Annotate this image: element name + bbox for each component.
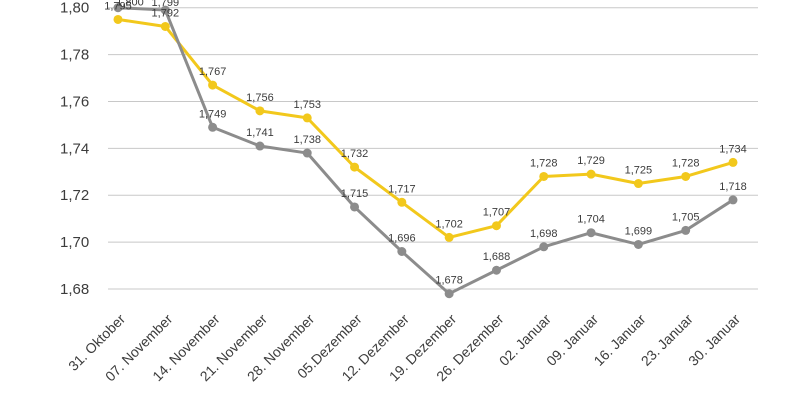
- series-lines: [113, 3, 738, 299]
- point-yellow: [681, 171, 691, 181]
- point-gray: [586, 228, 596, 238]
- y-tick-label: 1,68: [60, 281, 89, 298]
- point-gray: [160, 5, 170, 15]
- point-gray: [491, 265, 501, 275]
- data-label-yellow: 1,707: [483, 207, 511, 219]
- point-yellow: [208, 80, 218, 90]
- data-label-gray: 1,800: [116, 0, 144, 9]
- data-label-yellow: 1,795: [104, 0, 132, 12]
- data-label-gray: 1,741: [246, 127, 274, 139]
- data-label-yellow: 1,728: [530, 157, 558, 169]
- data-label-gray: 1,738: [293, 134, 321, 146]
- data-label-yellow: 1,753: [293, 99, 321, 111]
- point-yellow: [160, 21, 170, 31]
- point-gray: [350, 202, 360, 212]
- y-tick-label: 1,76: [60, 93, 89, 110]
- data-label-yellow: 1,717: [388, 183, 416, 195]
- data-label-yellow: 1,756: [246, 92, 274, 104]
- point-gray: [255, 141, 265, 151]
- x-tick-label: 30. Januar: [685, 311, 743, 369]
- data-label-yellow: 1,767: [199, 66, 227, 78]
- gridlines: [108, 7, 758, 290]
- series-line-gray: [117, 6, 734, 296]
- point-gray: [633, 239, 643, 249]
- point-gray: [444, 289, 454, 299]
- data-label-gray: 1,749: [199, 108, 227, 120]
- data-label-yellow: 1,729: [577, 155, 605, 167]
- point-yellow: [397, 197, 407, 207]
- data-label-gray: 1,705: [672, 211, 700, 223]
- point-gray: [302, 148, 312, 158]
- y-tick-label: 1,72: [60, 187, 89, 204]
- data-label-gray: 1,718: [719, 181, 747, 193]
- point-gray: [681, 225, 691, 235]
- point-yellow: [302, 113, 312, 123]
- point-yellow: [350, 162, 360, 172]
- point-gray: [539, 242, 549, 252]
- y-tick-label: 1,70: [60, 234, 89, 251]
- y-tick-label: 1,74: [60, 140, 89, 157]
- point-gray: [208, 122, 218, 132]
- point-gray: [397, 246, 407, 256]
- data-label-gray: 1,715: [341, 188, 369, 200]
- data-label-gray: 1,704: [577, 214, 605, 226]
- point-yellow: [491, 221, 501, 231]
- data-label-yellow: 1,792: [152, 7, 180, 19]
- point-yellow: [255, 106, 265, 116]
- data-label-yellow: 1,702: [435, 218, 463, 230]
- data-label-gray: 1,799: [152, 0, 180, 9]
- data-label-gray: 1,688: [483, 251, 511, 263]
- point-yellow: [113, 14, 123, 24]
- y-axis-ticks: 1,68 1,70 1,72 1,74 1,76 1,78 1,80: [60, 0, 89, 298]
- point-yellow: [633, 179, 643, 189]
- data-label-yellow: 1,734: [719, 143, 747, 155]
- data-label-gray: 1,699: [625, 225, 653, 237]
- data-labels: 1,795 1,792 1,767 1,756 1,753 1,732 1,717 1,702…: [104, 0, 747, 287]
- point-gray: [113, 3, 123, 13]
- data-label-yellow: 1,725: [625, 165, 653, 177]
- data-label-yellow: 1,728: [672, 157, 700, 169]
- point-yellow: [539, 171, 549, 181]
- point-gray: [728, 195, 738, 205]
- data-label-gray: 1,696: [388, 232, 416, 244]
- point-yellow: [444, 232, 454, 242]
- point-yellow: [728, 157, 738, 167]
- y-tick-label: 1,80: [60, 0, 89, 17]
- data-label-gray: 1,698: [530, 228, 558, 240]
- data-label-yellow: 1,732: [341, 148, 369, 160]
- series-line-yellow: [117, 17, 734, 239]
- point-yellow: [586, 169, 596, 179]
- y-tick-label: 1,78: [60, 47, 89, 64]
- data-label-gray: 1,678: [435, 275, 463, 287]
